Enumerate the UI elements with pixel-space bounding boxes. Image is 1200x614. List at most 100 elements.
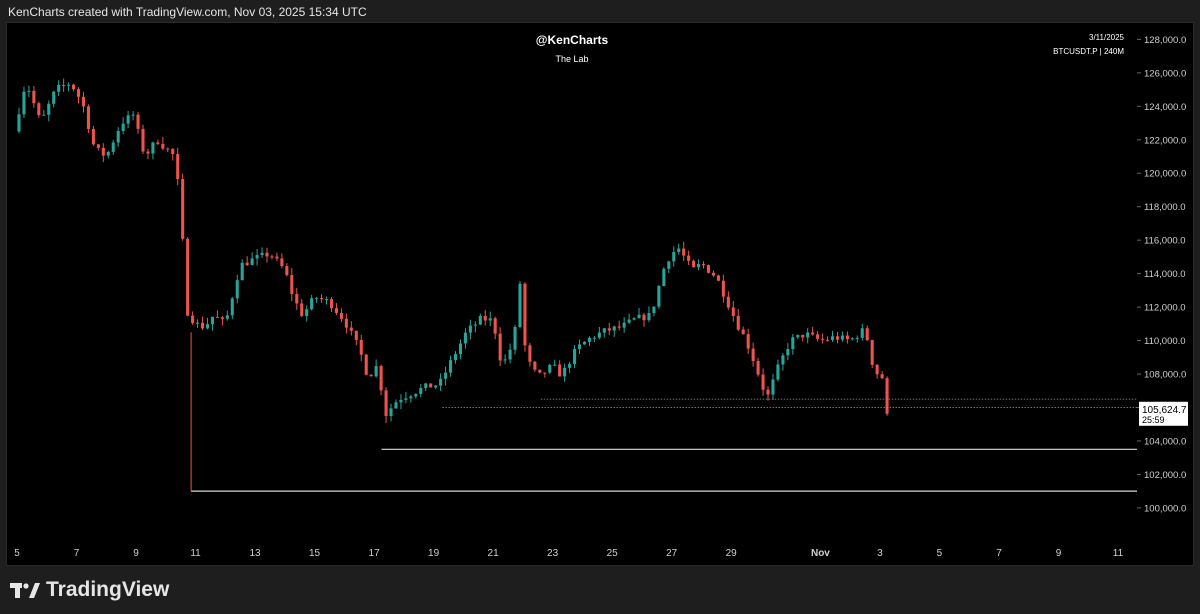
- candle-body: [553, 364, 557, 366]
- x-tick-label: 5: [937, 548, 943, 559]
- y-tick-label: 104,000.0: [1144, 436, 1186, 447]
- x-tick-label: 29: [726, 548, 738, 559]
- candle-body: [577, 344, 582, 349]
- candle-body: [637, 314, 641, 319]
- candle-body: [582, 341, 587, 345]
- candle-body: [235, 280, 239, 299]
- candle-body: [826, 339, 830, 341]
- last-price-countdown: 25:59: [1142, 415, 1165, 425]
- candle-body: [870, 340, 874, 365]
- candle-body: [761, 374, 765, 390]
- candle-body: [81, 96, 86, 107]
- candle-body: [339, 312, 343, 319]
- candle-body: [305, 309, 309, 316]
- y-tick-label: 124,000.0: [1144, 102, 1186, 113]
- candle-body: [806, 332, 810, 338]
- candle-body: [607, 328, 611, 331]
- candle-body: [329, 299, 334, 309]
- candle-body: [602, 328, 606, 333]
- candle-body: [444, 372, 448, 379]
- chart-date: 3/11/2025: [1089, 33, 1125, 42]
- candle-body: [751, 348, 755, 362]
- candle-body: [493, 318, 497, 334]
- candle-body: [563, 367, 567, 377]
- candle-body: [523, 283, 527, 346]
- candle-body: [354, 330, 358, 340]
- candle-body: [101, 147, 105, 156]
- candle-body: [181, 178, 185, 239]
- price-chart[interactable]: 100,000.0102,000.0104,000.0106,000.0108,…: [6, 22, 1194, 566]
- candle-body: [781, 355, 785, 365]
- candle-body: [711, 272, 715, 276]
- candle-body: [642, 314, 646, 321]
- candle-body: [310, 298, 314, 310]
- candle-body: [17, 114, 21, 132]
- candle-body: [22, 91, 26, 115]
- y-axis: 100,000.0102,000.0104,000.0106,000.0108,…: [1137, 35, 1186, 514]
- candle-body: [196, 322, 200, 324]
- candle-body: [617, 326, 621, 328]
- candle-body: [627, 319, 631, 323]
- candle-body: [116, 130, 120, 143]
- candle-body: [300, 303, 304, 316]
- candle-body: [67, 84, 71, 86]
- candle-body: [320, 298, 324, 300]
- candle-body: [76, 89, 81, 97]
- candle-body: [270, 256, 274, 258]
- candle-body: [265, 252, 269, 257]
- chart-subtitle: The Lab: [555, 54, 588, 64]
- candle-body: [404, 398, 408, 400]
- candle-body: [42, 114, 46, 116]
- candle-body: [399, 399, 403, 403]
- candle-body: [597, 332, 601, 338]
- candle-body: [776, 364, 780, 380]
- candle-body: [488, 318, 492, 321]
- candles-layer: [17, 78, 889, 424]
- candle-body: [830, 336, 835, 340]
- candle-body: [756, 361, 760, 375]
- last-price-box: [1139, 401, 1188, 426]
- candle-body: [518, 283, 522, 328]
- y-tick-label: 116,000.0: [1144, 236, 1186, 247]
- candle-body: [791, 337, 795, 350]
- x-tick-label: 5: [14, 548, 20, 559]
- candle-body: [453, 354, 458, 361]
- candle-body: [816, 334, 820, 339]
- candle-body: [141, 128, 145, 152]
- candle-body: [662, 268, 666, 286]
- x-tick-label: 27: [666, 548, 678, 559]
- candle-body: [865, 328, 869, 341]
- candle-body: [726, 296, 730, 308]
- candle-body: [344, 318, 348, 328]
- candle-body: [558, 364, 562, 377]
- candle-body: [106, 151, 110, 156]
- x-tick-label: 7: [74, 548, 80, 559]
- chart-symbol: BTCUSDT.P | 240M: [1053, 47, 1124, 56]
- candle-body: [850, 338, 854, 340]
- x-tick-label: 23: [547, 548, 559, 559]
- candle-body: [37, 103, 41, 116]
- tradingview-brand[interactable]: TradingView: [10, 578, 169, 602]
- chart-frame: [6, 22, 1194, 566]
- candle-body: [528, 345, 532, 362]
- candle-body: [801, 334, 805, 338]
- candle-body: [434, 385, 438, 388]
- candle-body: [200, 322, 205, 329]
- x-tick-label: 17: [369, 548, 381, 559]
- candle-body: [687, 255, 691, 261]
- candle-body: [324, 299, 329, 301]
- candle-body: [364, 354, 368, 375]
- candle-body: [746, 334, 750, 349]
- candle-body: [225, 315, 229, 319]
- candle-body: [875, 364, 879, 375]
- candle-body: [840, 335, 844, 340]
- candle-body: [612, 326, 616, 331]
- x-tick-label: 9: [133, 548, 139, 559]
- candle-body: [389, 408, 393, 417]
- candle-body: [880, 374, 884, 379]
- candle-body: [220, 317, 224, 319]
- y-tick-label: 120,000.0: [1144, 169, 1186, 180]
- candle-body: [419, 388, 423, 394]
- candle-body: [811, 332, 815, 335]
- candle-body: [647, 313, 651, 321]
